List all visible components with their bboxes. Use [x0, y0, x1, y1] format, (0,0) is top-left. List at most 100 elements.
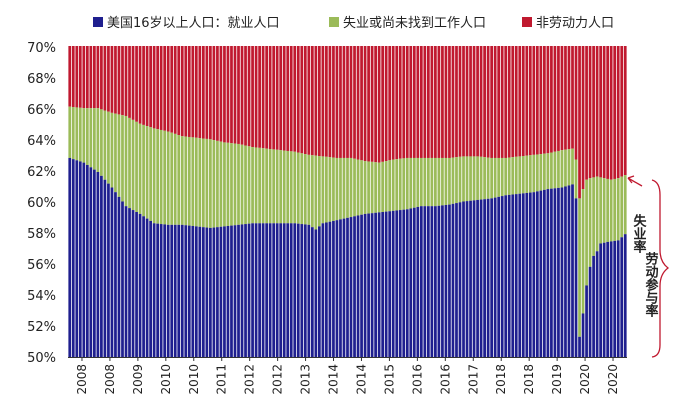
- bar-unemployed: [451, 157, 455, 204]
- bar-unemployed: [332, 157, 335, 221]
- x-tick-label: 2010: [187, 364, 201, 395]
- bar-unemployed: [289, 151, 293, 224]
- bar-not-in-labor-force: [184, 46, 188, 137]
- bar-employed: [244, 224, 247, 357]
- legend-swatch-unemployed: [329, 17, 339, 27]
- bar-unemployed: [441, 157, 444, 206]
- bar-unemployed: [356, 159, 360, 216]
- bar-unemployed: [370, 161, 374, 214]
- bar-employed: [483, 199, 486, 357]
- bar-unemployed: [377, 162, 381, 213]
- bar-not-in-labor-force: [152, 46, 156, 129]
- bar-unemployed: [546, 153, 550, 190]
- bar-unemployed: [528, 155, 532, 193]
- bar-employed: [507, 194, 511, 357]
- bar-employed: [107, 183, 110, 357]
- bar-not-in-labor-force: [402, 46, 406, 159]
- bar-not-in-labor-force: [180, 46, 184, 137]
- bar-not-in-labor-force: [616, 46, 620, 179]
- bar-employed: [135, 212, 138, 357]
- bar-unemployed: [391, 159, 395, 211]
- bar-unemployed: [107, 111, 110, 184]
- bar-unemployed: [279, 150, 283, 224]
- y-tick-label: 58%: [27, 227, 56, 242]
- bar-unemployed: [149, 127, 152, 221]
- bar-not-in-labor-force: [532, 46, 536, 155]
- bar-employed: [571, 184, 574, 357]
- bar-not-in-labor-force: [89, 46, 93, 109]
- brace-icon: [651, 179, 670, 358]
- bar-employed: [258, 223, 261, 357]
- bar-unemployed: [131, 119, 135, 211]
- bar-employed: [184, 225, 188, 357]
- bar-not-in-labor-force: [451, 46, 455, 158]
- bar-employed: [349, 217, 353, 357]
- participation-rate-label: 劳动参与率: [643, 251, 659, 318]
- bar-employed: [578, 336, 581, 357]
- bar-employed: [581, 313, 585, 357]
- bar-unemployed: [93, 108, 96, 170]
- bar-not-in-labor-force: [187, 46, 191, 137]
- bar-not-in-labor-force: [353, 46, 356, 159]
- bar-unemployed: [82, 108, 86, 163]
- bar-not-in-labor-force: [110, 46, 114, 113]
- bar-unemployed: [423, 157, 427, 207]
- bar-employed: [237, 224, 240, 357]
- bar-unemployed: [550, 152, 553, 189]
- x-tick-label: 2016: [438, 364, 452, 395]
- bar-unemployed: [265, 148, 269, 224]
- bar-not-in-labor-force: [469, 46, 472, 157]
- bar-unemployed: [462, 156, 465, 202]
- bar-employed: [546, 189, 550, 357]
- bar-unemployed: [212, 140, 216, 228]
- bar-employed: [209, 227, 212, 357]
- bar-not-in-labor-force: [609, 46, 613, 180]
- bar-employed: [328, 221, 332, 357]
- bar-employed: [514, 194, 518, 357]
- bar-not-in-labor-force: [370, 46, 374, 162]
- bar-employed: [339, 219, 342, 357]
- bar-unemployed: [247, 146, 251, 224]
- bar-unemployed: [142, 124, 145, 217]
- legend-swatch-not-in-labor-force: [522, 17, 532, 27]
- bar-not-in-labor-force: [525, 46, 529, 156]
- bar-employed: [173, 224, 177, 357]
- bar-unemployed: [521, 156, 525, 194]
- bar-employed: [412, 207, 416, 357]
- bar-unemployed: [85, 108, 89, 165]
- bar-employed: [585, 285, 588, 357]
- bar-unemployed: [244, 145, 247, 225]
- bar-employed: [567, 185, 571, 357]
- bar-unemployed: [100, 109, 103, 176]
- bar-not-in-labor-force: [226, 46, 230, 143]
- bar-not-in-labor-force: [124, 46, 128, 116]
- bar-employed: [194, 226, 198, 357]
- bar-employed: [388, 211, 392, 357]
- bar-not-in-labor-force: [321, 46, 325, 157]
- bar-employed: [68, 157, 72, 357]
- bar-not-in-labor-force: [156, 46, 160, 130]
- bar-employed: [121, 201, 124, 357]
- legend-label-employed: 美国16岁以上人口：就业人口: [107, 16, 280, 31]
- y-tick-label: 66%: [27, 103, 56, 118]
- bar-employed: [528, 192, 532, 357]
- bar-not-in-labor-force: [419, 46, 423, 158]
- bar-unemployed: [293, 151, 297, 224]
- bar-not-in-labor-force: [191, 46, 195, 138]
- bar-employed: [560, 187, 564, 357]
- bar-unemployed: [483, 157, 486, 200]
- bar-not-in-labor-force: [223, 46, 226, 143]
- bar-employed: [419, 206, 423, 357]
- bar-unemployed: [223, 142, 226, 227]
- x-tick-label: 2012: [271, 364, 285, 395]
- bar-unemployed: [595, 176, 599, 252]
- bar-unemployed: [535, 154, 539, 192]
- bar-employed: [279, 223, 283, 357]
- bar-unemployed: [539, 154, 543, 191]
- bar-employed: [110, 187, 114, 357]
- bar-employed: [342, 218, 346, 357]
- bar-employed: [191, 225, 195, 357]
- bar-unemployed: [426, 157, 430, 207]
- bar-employed: [430, 206, 434, 357]
- bar-employed: [89, 167, 93, 357]
